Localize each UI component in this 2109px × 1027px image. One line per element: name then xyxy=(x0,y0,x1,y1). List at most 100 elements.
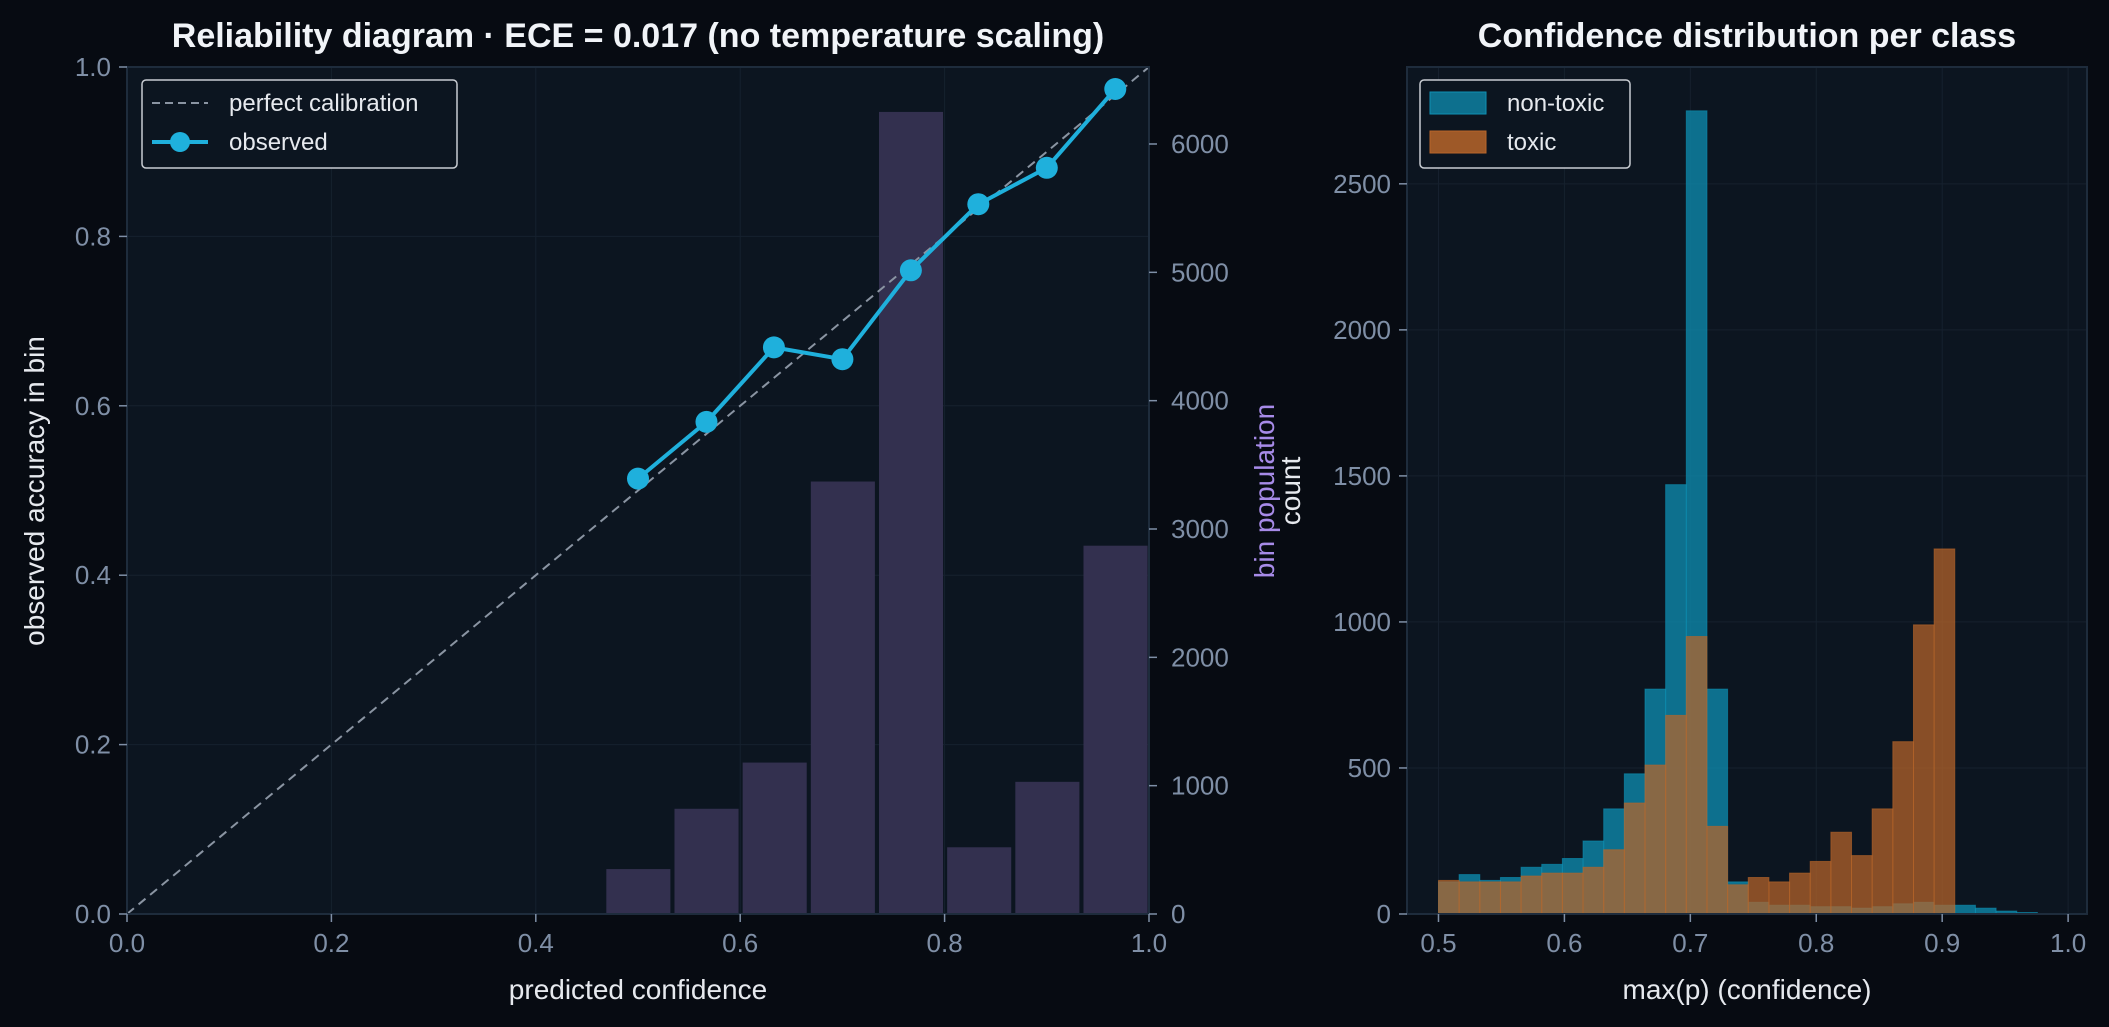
x-tick-label: 0.5 xyxy=(1420,928,1456,958)
toxic-bar xyxy=(1520,875,1543,915)
x-tick-label: 0.4 xyxy=(518,928,554,958)
non-toxic-bar xyxy=(1954,904,1976,915)
toxic-histogram xyxy=(1437,548,1956,915)
y-tick-label: 500 xyxy=(1348,753,1391,783)
x-tick-label: 1.0 xyxy=(1131,928,1167,958)
toxic-bar xyxy=(1809,860,1832,915)
y2-tick-label: 0 xyxy=(1171,899,1185,929)
confidence-distribution-panel: 0.5 0.6 0.7 0.8 0.9 1.0 05001000150020002500 … xyxy=(1333,17,2088,1005)
y-tick-label: 0 xyxy=(1377,899,1391,929)
reliability-x-axis-label: predicted confidence xyxy=(509,974,767,1005)
bin-population-bar xyxy=(810,481,875,914)
y2-tick-label: 3000 xyxy=(1171,514,1229,544)
legend-observed-label: observed xyxy=(229,129,328,156)
reliability-title: Reliability diagram · ECE = 0.017 (no te… xyxy=(172,17,1104,55)
y-tick-label: 0.6 xyxy=(75,391,111,421)
legend-perfect-label: perfect calibration xyxy=(229,90,418,117)
bin-population-bar xyxy=(1083,545,1148,914)
y2-tick-label: 6000 xyxy=(1171,129,1229,159)
distribution-x-ticks: 0.5 0.6 0.7 0.8 0.9 1.0 xyxy=(1420,914,2086,958)
distribution-title: Confidence distribution per class xyxy=(1478,17,2016,55)
legend-toxic-swatch xyxy=(1429,130,1487,154)
toxic-bar xyxy=(1933,548,1956,915)
y-tick-label: 0.8 xyxy=(75,221,111,251)
perfect-calibration-segment xyxy=(126,66,1150,915)
observed-point xyxy=(1035,156,1058,179)
x-tick-label: 0.9 xyxy=(1924,928,1960,958)
y-tick-label: 1000 xyxy=(1333,607,1391,637)
perfect-calibration-line xyxy=(126,66,1150,915)
y2-tick-label: 5000 xyxy=(1171,257,1229,287)
bin-population-bars xyxy=(606,111,1148,914)
observed-point xyxy=(1104,78,1127,101)
y-tick-label: 1500 xyxy=(1333,461,1391,491)
toxic-bar xyxy=(1603,849,1625,915)
count-axis-label: count xyxy=(1275,457,1306,526)
toxic-bar xyxy=(1541,872,1563,915)
toxic-bar xyxy=(1912,624,1935,915)
bin-population-bar xyxy=(1015,781,1080,914)
bin-population-axis-label: bin population xyxy=(1249,404,1280,578)
x-tick-label: 0.8 xyxy=(927,928,963,958)
bin-population-ticks: 0 1000 2000 3000 4000 5000 6000 xyxy=(1149,129,1229,929)
reliability-y-ticks: 0.0 0.2 0.4 0.6 0.8 1.0 xyxy=(75,52,127,929)
reliability-spines xyxy=(126,66,1150,915)
toxic-bar xyxy=(1437,879,1460,915)
observed-line xyxy=(636,87,1117,481)
toxic-bar xyxy=(1582,866,1605,915)
toxic-bar xyxy=(1789,872,1811,915)
toxic-bar xyxy=(1892,741,1914,915)
toxic-bar xyxy=(1479,881,1501,915)
toxic-bar xyxy=(1727,884,1749,915)
y-tick-label: 0.4 xyxy=(75,560,111,590)
y-tick-label: 0.2 xyxy=(75,730,111,760)
bin-population-bar xyxy=(606,869,671,914)
toxic-bar xyxy=(1830,831,1853,915)
reliability-legend: perfect calibration observed xyxy=(141,79,458,169)
y-tick-label: 2500 xyxy=(1333,169,1391,199)
observed-point xyxy=(899,259,922,282)
distribution-frame xyxy=(1406,66,2088,915)
distribution-y-ticks: 0 500 1000 1500 2000 2500 xyxy=(1333,169,1407,929)
toxic-bar xyxy=(1665,714,1687,915)
observed-point xyxy=(967,193,990,216)
reliability-frame xyxy=(126,66,1150,915)
y-tick-label: 0.0 xyxy=(75,899,111,929)
distribution-spines xyxy=(1406,66,2088,915)
bin-population-bar xyxy=(878,111,944,914)
toxic-bar xyxy=(1561,872,1584,915)
y-tick-label: 2000 xyxy=(1333,315,1391,345)
observed-series xyxy=(627,78,1127,490)
reliability-diagram-panel: 0.0 0.2 0.4 0.6 0.8 1.0 0.0 0.2 0.4 0.6 0.8 1.0 0 1… xyxy=(19,17,1306,1005)
legend-observed-marker xyxy=(170,132,190,152)
distribution-legend: non-toxic toxic xyxy=(1419,79,1631,169)
legend-box xyxy=(141,79,458,169)
y2-tick-label: 1000 xyxy=(1171,771,1229,801)
toxic-bar xyxy=(1768,881,1791,915)
y2-tick-label: 4000 xyxy=(1171,386,1229,416)
distribution-x-axis-label: max(p) (confidence) xyxy=(1623,974,1872,1005)
reliability-y-axis-label: observed accuracy in bin xyxy=(19,336,50,646)
toxic-bar xyxy=(1623,802,1646,915)
bin-population-bar xyxy=(947,847,1012,914)
toxic-bar xyxy=(1685,636,1708,915)
x-tick-label: 0.7 xyxy=(1672,928,1708,958)
y-tick-label: 1.0 xyxy=(75,52,111,82)
observed-point xyxy=(695,410,718,433)
y2-tick-label: 2000 xyxy=(1171,642,1229,672)
toxic-bar xyxy=(1644,764,1667,915)
observed-point xyxy=(831,348,854,371)
x-tick-label: 0.6 xyxy=(722,928,758,958)
bin-population-bar xyxy=(674,808,739,914)
bin-population-bar xyxy=(742,762,807,914)
toxic-bar xyxy=(1851,855,1873,915)
x-tick-label: 0.2 xyxy=(313,928,349,958)
toxic-bar xyxy=(1458,881,1481,915)
toxic-bar xyxy=(1871,808,1894,915)
toxic-bar xyxy=(1706,825,1729,915)
reliability-x-ticks: 0.0 0.2 0.4 0.6 0.8 1.0 xyxy=(109,914,1167,958)
legend-non-toxic-label: non-toxic xyxy=(1507,90,1604,117)
observed-point xyxy=(762,336,785,359)
x-tick-label: 0.8 xyxy=(1798,928,1834,958)
x-tick-label: 0.6 xyxy=(1546,928,1582,958)
